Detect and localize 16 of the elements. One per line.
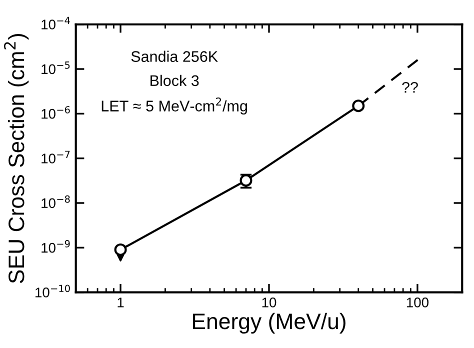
y-tick-label: 10$^{−5}$ [42,62,70,74]
annotation: Sandia 256K [131,50,218,62]
annotation: ?? [402,82,418,93]
y-tick-label: 10$^{−8}$ [42,195,70,208]
x-tick-label: 10 [262,298,276,308]
y-tick-label: 10$^{−7}$ [42,150,70,164]
y-tick-label: 10$^{−10}$ [36,284,70,298]
y-tick-label: 10$^{−9}$ [42,240,70,253]
annotation: Block 3 [150,74,199,86]
y-tick-label: 10$^{−6}$ [42,106,70,119]
annotation: LET ≈ 5 MeV-cm$^{2}$/mg [102,98,247,114]
y-axis-title: SEU Cross Section (cm$^{2}$) [4,34,29,284]
x-tick-label: 1 [118,298,124,308]
x-axis-title: Energy (MeV/u) [193,312,346,334]
x-tick-label: 100 [406,298,429,308]
y-tick-label: 10$^{−4}$ [42,16,70,30]
